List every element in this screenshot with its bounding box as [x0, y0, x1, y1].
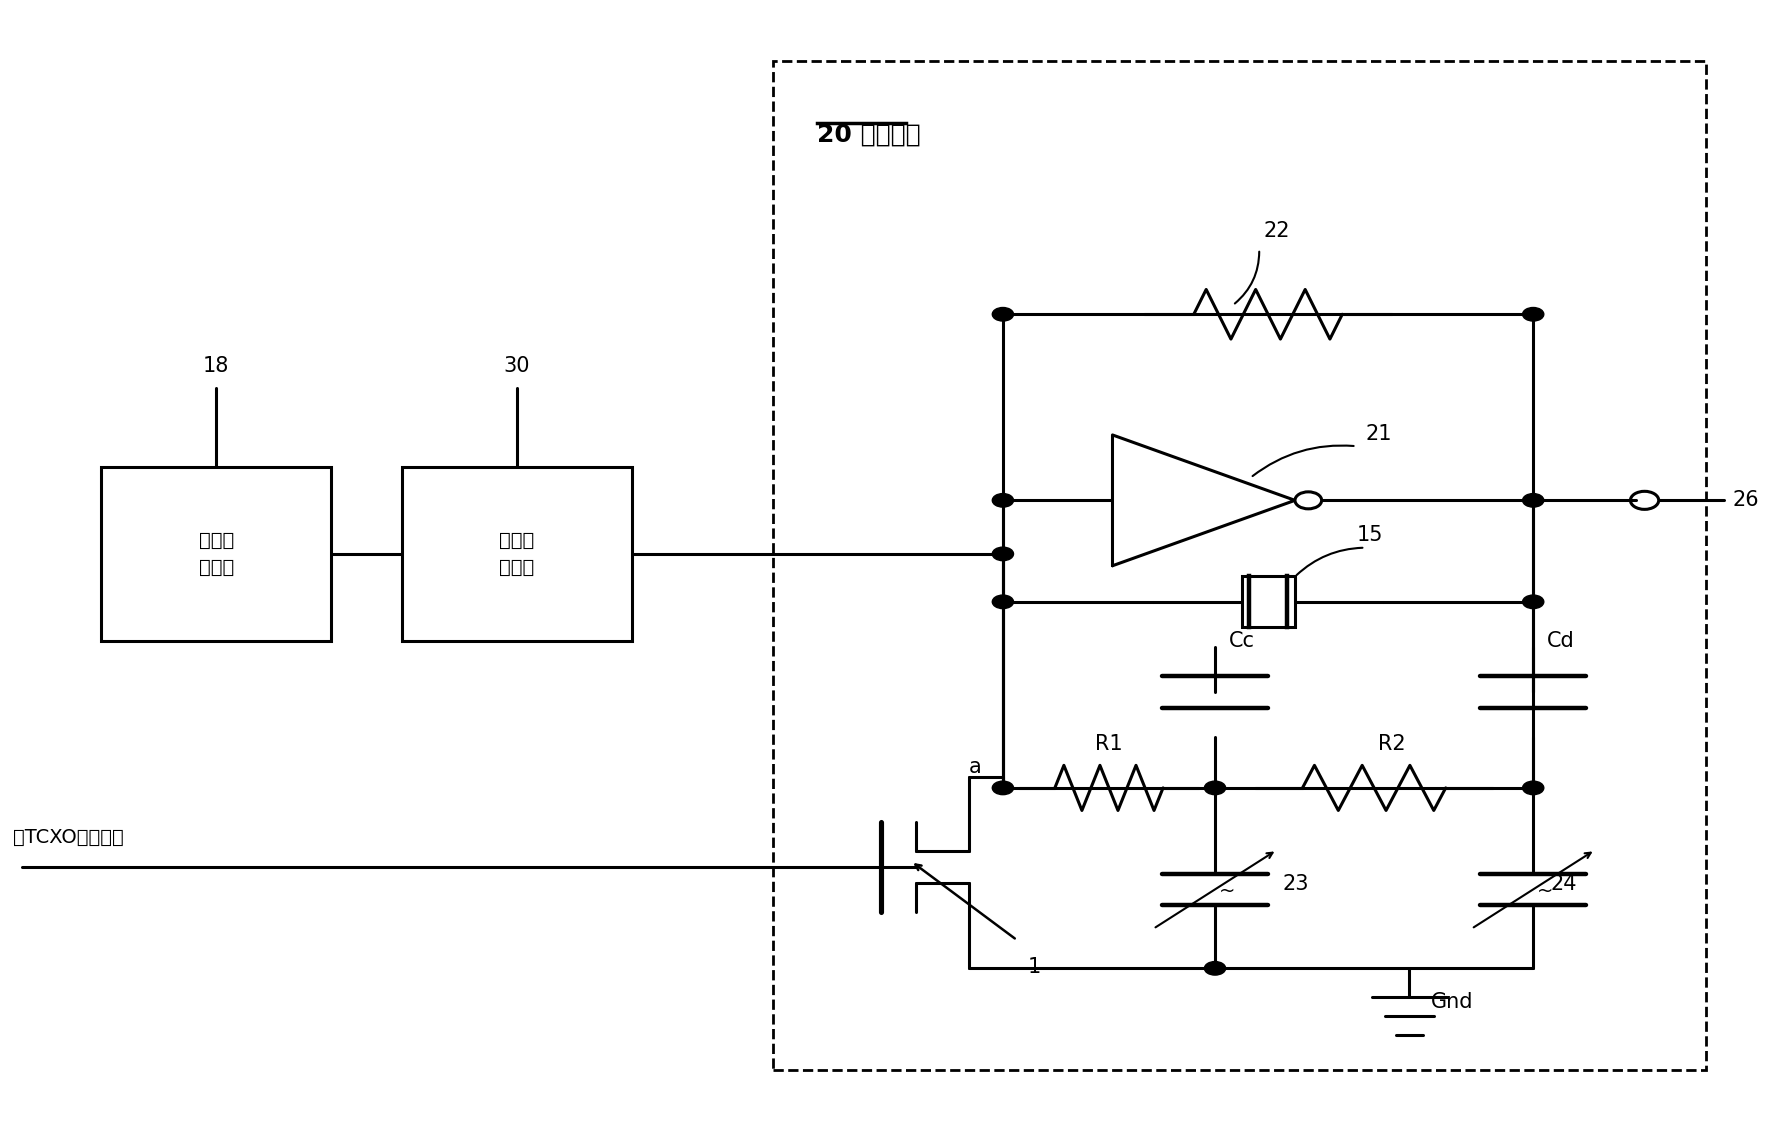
Circle shape — [1522, 493, 1543, 507]
Circle shape — [1295, 492, 1321, 509]
Text: 26: 26 — [1733, 491, 1760, 510]
Circle shape — [993, 493, 1014, 507]
Text: Cc: Cc — [1229, 632, 1256, 651]
Text: R2: R2 — [1378, 734, 1405, 754]
Text: ~: ~ — [1218, 883, 1234, 901]
Text: 30: 30 — [504, 357, 529, 376]
Bar — [773, 60, 1707, 1070]
Circle shape — [993, 595, 1014, 609]
Circle shape — [993, 548, 1014, 561]
Text: 温度检
测电路: 温度检 测电路 — [199, 532, 234, 577]
Bar — [401, 467, 632, 642]
Text: 15: 15 — [1357, 526, 1384, 545]
Circle shape — [1522, 782, 1543, 795]
Text: 23: 23 — [1282, 874, 1309, 894]
Text: ~: ~ — [1536, 883, 1552, 901]
Circle shape — [1204, 782, 1225, 795]
Text: 温度补
偿电路: 温度补 偿电路 — [499, 532, 535, 577]
Circle shape — [1204, 961, 1225, 975]
Bar — [1241, 576, 1295, 627]
Text: a: a — [970, 757, 982, 777]
Text: 21: 21 — [1366, 424, 1392, 444]
Text: 24: 24 — [1550, 874, 1577, 894]
Text: Cd: Cd — [1547, 632, 1575, 651]
Text: 20 振荡电路: 20 振荡电路 — [817, 123, 922, 147]
Circle shape — [993, 308, 1014, 321]
Text: 1: 1 — [1028, 957, 1041, 977]
Circle shape — [993, 782, 1014, 795]
Text: 非TCXO模式信号: 非TCXO模式信号 — [12, 827, 124, 846]
Bar — [101, 467, 330, 642]
Text: Gnd: Gnd — [1431, 992, 1472, 1012]
Text: R1: R1 — [1096, 734, 1122, 754]
Circle shape — [1522, 308, 1543, 321]
Text: 22: 22 — [1265, 222, 1289, 241]
Circle shape — [1522, 595, 1543, 609]
Text: 18: 18 — [202, 357, 229, 376]
